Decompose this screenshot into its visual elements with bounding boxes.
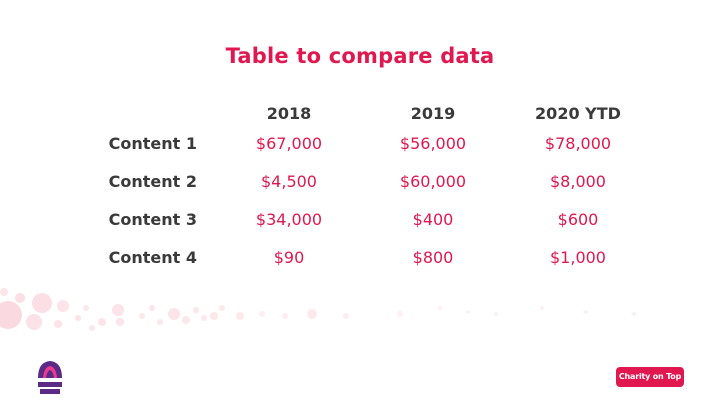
table-cell: $400 [412,210,454,229]
row-label: Content 3 [108,210,197,229]
table-cell: $60,000 [399,172,467,191]
decorative-bubbles [0,288,636,331]
table-cell: $67,000 [255,134,323,153]
table-cell: $56,000 [399,134,467,153]
table-cell: $600 [557,210,599,229]
comparison-table: 2018 2019 2020 YTD Content 1 $67,000 $56… [108,104,621,267]
row-label: Content 4 [108,248,197,267]
row-label: Content 1 [108,134,197,153]
charity-on-top-text: Charity on Top [618,372,682,381]
column-header: 2018 [266,104,312,123]
column-header: 2019 [410,104,456,123]
table-cell: $800 [412,248,454,267]
table-cell: $4,500 [261,172,317,191]
column-header: 2020 YTD [535,104,621,123]
table-cell: $90 [273,248,305,267]
row-label: Content 2 [108,172,197,191]
table-cell: $1,000 [550,248,606,267]
table-cell: $78,000 [544,134,612,153]
charity-on-top-logo: Charity on Top [616,367,684,387]
table-cell: $8,000 [550,172,606,191]
table-cell: $34,000 [255,210,323,229]
taco-bell-logo-icon [38,361,62,394]
slide-title: Table to compare data [225,44,495,68]
